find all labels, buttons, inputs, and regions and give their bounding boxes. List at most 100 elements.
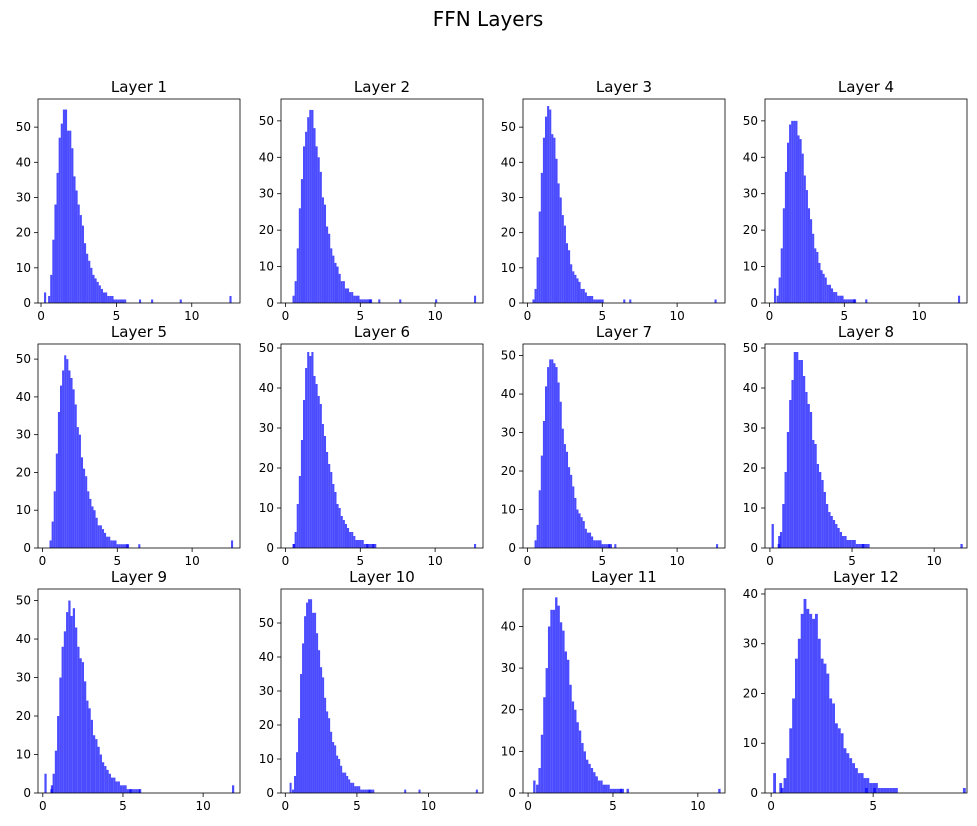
histogram-bar bbox=[561, 215, 564, 303]
histogram-bar bbox=[129, 789, 132, 793]
histogram-bar bbox=[780, 248, 783, 303]
histogram-bar bbox=[231, 785, 235, 793]
histogram-bar bbox=[877, 788, 881, 793]
y-tick-label: 10 bbox=[259, 752, 274, 766]
histogram-bar bbox=[340, 516, 343, 548]
histogram-bar bbox=[820, 658, 824, 793]
histogram-bar bbox=[122, 785, 125, 793]
histogram-bar bbox=[107, 295, 110, 303]
histogram-bar bbox=[362, 789, 365, 793]
x-tick-label: 0 bbox=[39, 554, 47, 568]
histogram-bar bbox=[563, 444, 566, 548]
histogram-bar bbox=[593, 540, 596, 548]
histogram-bar bbox=[858, 544, 861, 548]
histogram-bar bbox=[716, 544, 719, 548]
histogram-bar bbox=[328, 233, 331, 303]
histogram-bar bbox=[543, 697, 546, 793]
histogram-bar bbox=[802, 376, 806, 548]
x-tick-label: 0 bbox=[524, 554, 532, 568]
histogram-bar bbox=[360, 789, 363, 793]
histogram-bar bbox=[559, 401, 562, 548]
x-tick-label: 10 bbox=[927, 554, 942, 568]
histogram-bar bbox=[807, 404, 810, 548]
histogram-bar bbox=[334, 492, 337, 548]
histogram-bar bbox=[109, 295, 112, 303]
histogram-bar bbox=[578, 730, 582, 793]
histogram-bar bbox=[53, 491, 56, 548]
histogram-bar bbox=[116, 544, 119, 548]
y-tick-label: 20 bbox=[16, 465, 31, 479]
histogram-bar bbox=[334, 745, 337, 793]
figure-title: FFN Layers bbox=[433, 7, 544, 31]
histogram-bar bbox=[133, 789, 136, 793]
histogram-bar bbox=[818, 262, 821, 303]
histogram-bar bbox=[323, 436, 327, 548]
histogram-bar bbox=[812, 440, 815, 548]
histogram-bar bbox=[340, 765, 343, 793]
histogram-bar bbox=[568, 250, 571, 303]
histogram-bar bbox=[574, 497, 577, 548]
histogram-bar bbox=[85, 476, 88, 548]
histogram-bar bbox=[814, 613, 818, 793]
subplot-title: Layer 2 bbox=[354, 78, 410, 96]
subplot-title: Layer 3 bbox=[596, 78, 652, 96]
histogram-bar bbox=[365, 299, 368, 303]
histogram-bar bbox=[338, 508, 341, 548]
y-tick-label: 40 bbox=[16, 632, 31, 646]
y-tick-label: 30 bbox=[259, 421, 274, 435]
histogram-bar bbox=[344, 772, 347, 793]
y-tick-label: 20 bbox=[743, 461, 758, 475]
histogram-bar bbox=[792, 698, 795, 793]
histogram-bar bbox=[317, 396, 320, 548]
subplot-2: Layer 2 0 5 10 0 10 20 30 40 50 bbox=[259, 78, 484, 323]
histogram-bar bbox=[370, 789, 373, 793]
histogram-bar bbox=[63, 631, 67, 793]
histogram-bar bbox=[782, 208, 785, 303]
subplot-4: Layer 4 0 5 10 0 10 20 30 40 50 bbox=[743, 78, 968, 323]
histogram-bar bbox=[72, 608, 76, 793]
histogram-bar bbox=[561, 428, 564, 548]
histogram-bar bbox=[866, 778, 870, 793]
histogram-bar bbox=[852, 763, 855, 793]
histogram-bar bbox=[95, 517, 98, 548]
x-tick-label: 10 bbox=[195, 799, 210, 813]
histogram-bar bbox=[559, 622, 563, 793]
histogram-bar bbox=[115, 299, 118, 303]
histogram-bar bbox=[120, 544, 123, 548]
histogram-bar bbox=[135, 789, 138, 793]
histogram-bar bbox=[80, 457, 84, 548]
plot-frame bbox=[280, 98, 484, 304]
subplot-title: Layer 5 bbox=[111, 323, 167, 341]
histogram-bar bbox=[349, 532, 352, 548]
histogram-bar bbox=[843, 299, 846, 303]
histogram-bar bbox=[892, 788, 895, 793]
histogram-bar bbox=[538, 768, 541, 793]
histogram-bar bbox=[853, 540, 856, 548]
subplot-12: Layer 12 0 5 0 10 20 30 40 bbox=[743, 568, 968, 813]
histogram-bar bbox=[599, 299, 602, 303]
x-tick-label: 10 bbox=[421, 799, 436, 813]
histogram-bar bbox=[131, 789, 134, 793]
histogram-bar bbox=[826, 284, 829, 303]
histogram-bar bbox=[816, 252, 819, 303]
histogram-bar bbox=[551, 359, 554, 548]
histogram-bar bbox=[581, 743, 584, 793]
histogram-bar bbox=[773, 288, 777, 303]
x-tick-label: 0 bbox=[524, 309, 532, 323]
histogram-bar bbox=[851, 540, 854, 548]
histogram-bar bbox=[474, 295, 477, 303]
histogram-bar bbox=[86, 700, 89, 793]
histogram-bar bbox=[553, 137, 556, 303]
histogram-bar bbox=[555, 158, 558, 303]
histogram-bar bbox=[77, 646, 80, 793]
histogram-bar bbox=[557, 382, 560, 548]
histogram-bar bbox=[607, 784, 610, 793]
histogram-bar bbox=[342, 281, 345, 303]
histogram-bar bbox=[829, 698, 833, 793]
histogram-bar bbox=[64, 109, 68, 303]
histogram-bar bbox=[806, 608, 810, 793]
histogram-bar bbox=[586, 295, 589, 303]
histogram-bar bbox=[358, 786, 361, 793]
histogram-bar bbox=[834, 723, 838, 793]
y-tick-label: 40 bbox=[259, 150, 274, 164]
